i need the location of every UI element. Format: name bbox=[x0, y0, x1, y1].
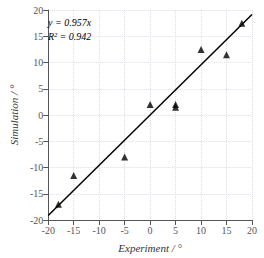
svg-text:0: 0 bbox=[38, 110, 43, 121]
svg-text:Experiment / °: Experiment / ° bbox=[117, 242, 182, 254]
svg-text:-15: -15 bbox=[30, 188, 43, 199]
svg-text:-15: -15 bbox=[67, 225, 80, 236]
svg-text:-20: -20 bbox=[42, 225, 55, 236]
svg-text:Simulation / °: Simulation / ° bbox=[8, 84, 20, 145]
svg-text:-20: -20 bbox=[29, 214, 44, 226]
svg-text:15: 15 bbox=[222, 225, 232, 236]
svg-text:0: 0 bbox=[148, 225, 153, 236]
svg-text:10: 10 bbox=[196, 225, 206, 236]
svg-text:-10: -10 bbox=[30, 162, 43, 173]
svg-text:5: 5 bbox=[38, 83, 43, 94]
svg-text:R² = 0.942: R² = 0.942 bbox=[47, 31, 91, 42]
svg-text:-10: -10 bbox=[93, 225, 106, 236]
svg-text:10: 10 bbox=[33, 57, 43, 68]
svg-text:-5: -5 bbox=[120, 225, 128, 236]
svg-text:-5: -5 bbox=[35, 136, 43, 147]
svg-text:5: 5 bbox=[173, 225, 178, 236]
svg-text:20: 20 bbox=[247, 225, 257, 236]
svg-text:y = 0.957x: y = 0.957x bbox=[47, 17, 92, 28]
svg-text:15: 15 bbox=[33, 31, 43, 42]
svg-text:20: 20 bbox=[33, 5, 43, 16]
